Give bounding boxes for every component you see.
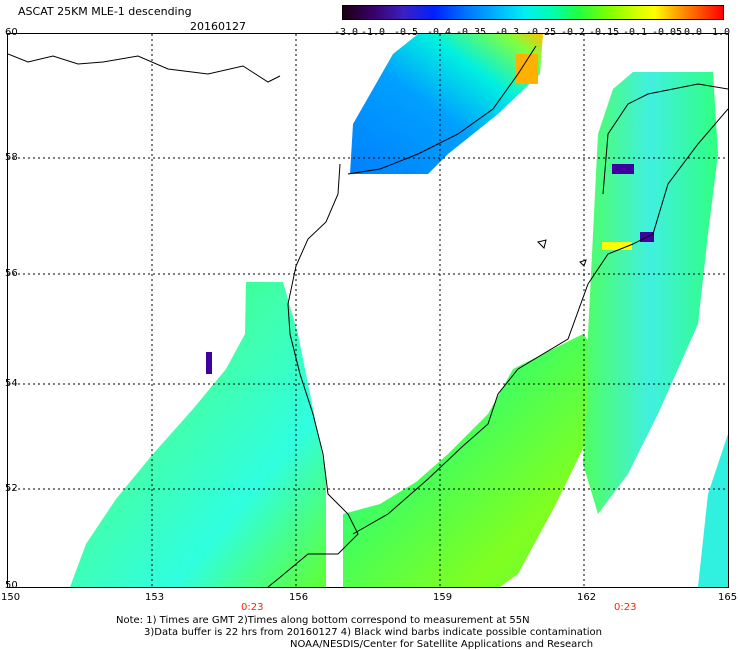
lon-label: 156 — [289, 592, 309, 603]
colorbar-label: -1.0 — [361, 27, 386, 38]
colorbar-label: 0.0 — [684, 27, 703, 38]
lat-label: 52 — [5, 483, 18, 494]
coastline — [7, 45, 729, 588]
anomaly-cell — [602, 242, 632, 250]
footnote-line: Note: 1) Times are GMT 2)Times along bot… — [116, 615, 530, 626]
swath-north — [350, 34, 543, 174]
lon-label: 153 — [145, 592, 165, 603]
colorbar-label: -0.5 — [394, 27, 419, 38]
swath-east — [583, 72, 718, 514]
lat-label: 50 — [5, 580, 18, 591]
lon-label: 159 — [433, 592, 453, 603]
swath-west — [70, 282, 326, 587]
product-date: 20160127 — [190, 20, 246, 33]
map-frame — [7, 33, 729, 588]
colorbar-label: -0.25 — [526, 27, 557, 38]
colorbar-label: -0.2 — [561, 27, 586, 38]
pass-time-label: 0:23 — [614, 602, 637, 613]
colorbar — [342, 5, 724, 20]
lat-label: 58 — [5, 152, 18, 163]
anomaly-cell — [206, 352, 212, 374]
product-title: ASCAT 25KM MLE-1 descending — [18, 5, 192, 18]
lat-label: 56 — [5, 268, 18, 279]
colorbar-label: -3.0 — [334, 27, 359, 38]
pass-time-label: 0:23 — [241, 602, 264, 613]
colorbar-label: 1.0 — [712, 27, 731, 38]
colorbar-label: -0.1 — [623, 27, 648, 38]
anomaly-cell — [516, 54, 538, 84]
footnote-line: 3)Data buffer is 22 hrs from 20160127 4)… — [144, 627, 602, 638]
lat-label: 60 — [5, 27, 18, 38]
footnote-line: NOAA/NESDIS/Center for Satellite Applica… — [290, 639, 594, 650]
lon-label: 150 — [1, 592, 21, 603]
colorbar-label: -0.15 — [589, 27, 620, 38]
lon-label: 165 — [718, 592, 738, 603]
graticule — [8, 34, 728, 587]
lat-label: 54 — [5, 378, 18, 389]
map-canvas — [7, 34, 729, 588]
swath-south-center — [343, 334, 598, 587]
anomaly-cell — [612, 164, 634, 174]
colorbar-label: -0.4 — [427, 27, 452, 38]
colorbar-label: -0.35 — [456, 27, 487, 38]
swath-southeast-edge — [698, 434, 728, 587]
colorbar-label: -0.05 — [652, 27, 683, 38]
lon-label: 162 — [577, 592, 597, 603]
colorbar-label: -0.3 — [495, 27, 520, 38]
